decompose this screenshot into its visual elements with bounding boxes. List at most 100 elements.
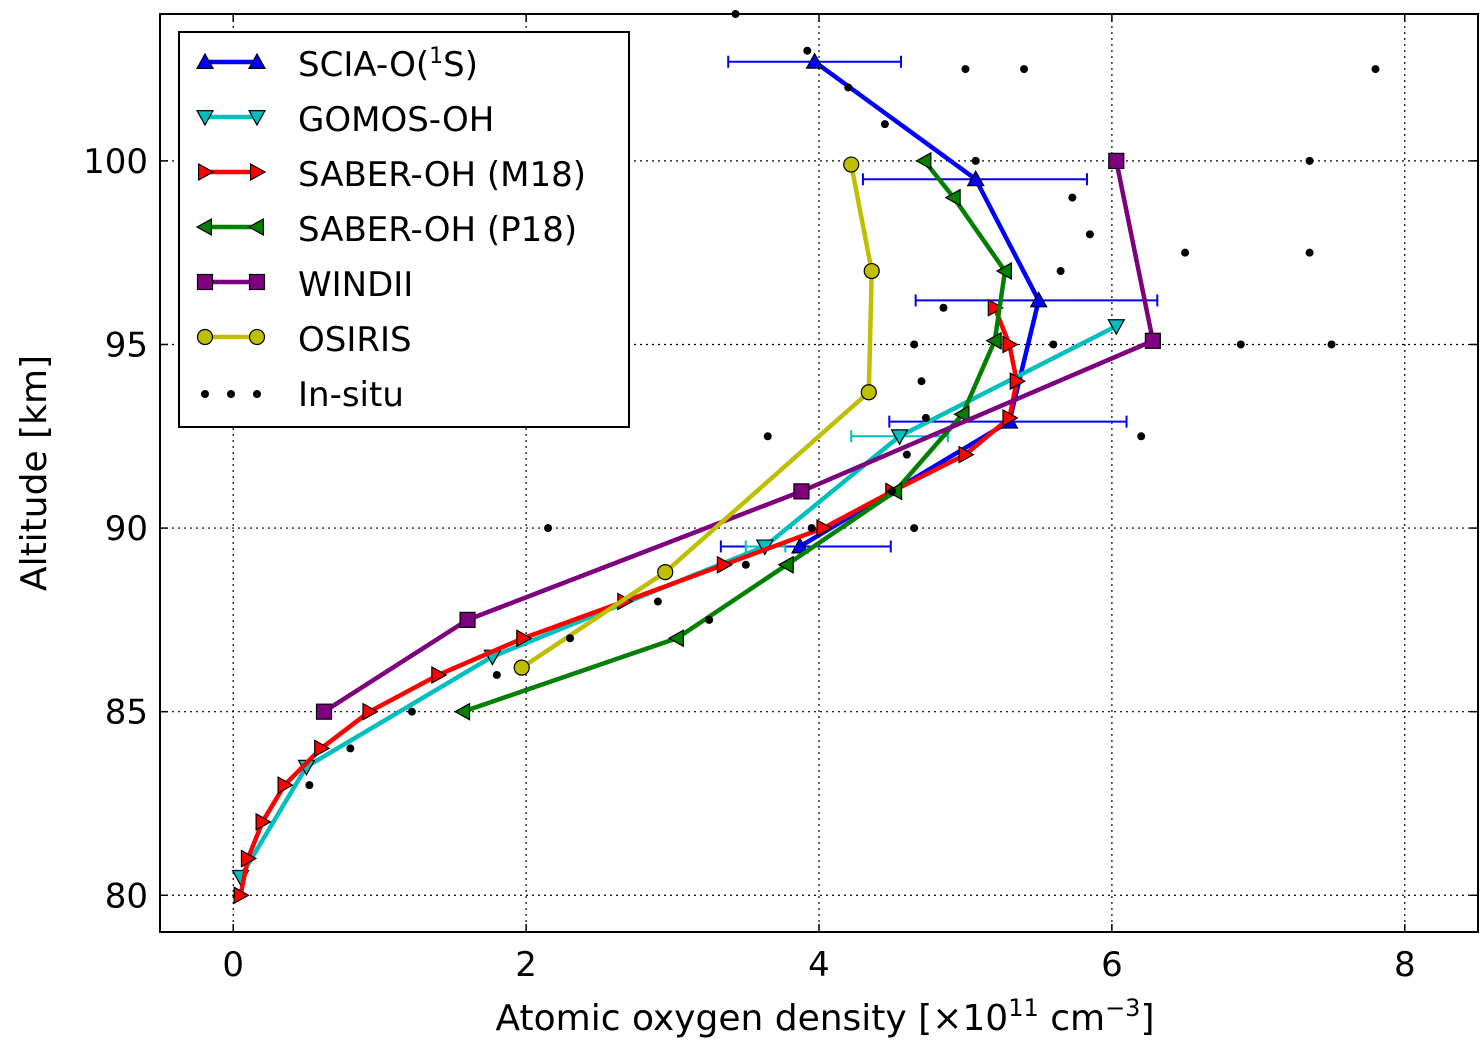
data-point [953, 405, 970, 424]
data-point [1002, 408, 1019, 427]
data-point [1029, 291, 1048, 308]
y-tick-label: 95 [105, 325, 148, 365]
data-point [966, 170, 985, 187]
legend-marker [196, 273, 214, 291]
data-point [492, 670, 501, 679]
data-point [407, 707, 416, 716]
series-windii [315, 152, 1161, 720]
data-point [910, 524, 919, 533]
data-point [657, 564, 674, 581]
legend-label: SCIA-O(1S) [298, 44, 478, 85]
data-point [1236, 340, 1245, 349]
x-axis-label: Atomic oxygen density [×1011 cm−3] [496, 994, 1155, 1039]
data-point [1108, 152, 1125, 169]
x-tick-label: 4 [808, 945, 830, 985]
data-point [544, 524, 553, 533]
data-point [790, 537, 809, 554]
data-point [314, 739, 331, 758]
data-point [1327, 340, 1336, 349]
legend-label: OSIRIS [298, 320, 412, 360]
data-point [1137, 432, 1146, 441]
data-point [513, 659, 530, 676]
data-point [805, 52, 824, 69]
y-tick-label: 100 [83, 142, 148, 182]
data-point [971, 156, 980, 165]
data-point [277, 776, 294, 795]
tick-layer: 0 2 4 6 8 80 85 90 95 100 [83, 14, 1478, 985]
data-point [958, 445, 975, 464]
data-point [1107, 319, 1126, 336]
data-point [803, 46, 812, 55]
y-axis-label: Altitude [km] [14, 355, 55, 591]
data-point [921, 413, 930, 422]
y-tick-label: 80 [105, 876, 148, 916]
legend-marker [201, 390, 209, 398]
legend-marker [248, 273, 266, 291]
data-point [346, 744, 355, 753]
data-point [939, 303, 948, 312]
data-point [1049, 340, 1058, 349]
x-tick-label: 0 [222, 945, 244, 985]
x-tick-label: 6 [1101, 945, 1123, 985]
legend-label: GOMOS-OH [298, 100, 494, 140]
data-point [1068, 193, 1077, 202]
series-in-situ [305, 10, 1380, 790]
data-point [716, 555, 734, 574]
series-layer [231, 10, 1380, 905]
series-osiris [513, 156, 880, 676]
data-point [705, 615, 714, 624]
data-point [1085, 230, 1094, 239]
data-point [1181, 248, 1190, 257]
data-point [915, 151, 932, 170]
data-point [1002, 335, 1019, 354]
data-point [667, 629, 684, 648]
data-point [431, 665, 448, 684]
data-point [880, 120, 889, 129]
data-point [516, 629, 533, 648]
data-point [777, 555, 794, 574]
data-point [459, 611, 476, 628]
data-point [255, 812, 272, 831]
data-point [902, 450, 911, 459]
data-point [1144, 332, 1161, 349]
legend-label: SABER-OH (P18) [298, 210, 577, 250]
data-point [910, 340, 919, 349]
data-point [888, 487, 897, 496]
data-point [987, 298, 1004, 317]
data-point [1305, 248, 1314, 257]
data-point [860, 384, 877, 401]
legend-label: In-situ [298, 375, 404, 415]
data-point [890, 429, 909, 446]
data-point [1305, 156, 1314, 165]
legend-marker [247, 109, 267, 127]
legend-marker [247, 52, 267, 70]
data-point [1371, 65, 1380, 74]
data-point [1009, 372, 1026, 391]
legend-entries [195, 52, 267, 398]
legend-marker [198, 162, 215, 182]
data-point [807, 524, 816, 533]
legend-marker [195, 52, 215, 70]
data-point [995, 262, 1012, 281]
x-tick-label: 2 [515, 945, 537, 985]
data-point [944, 188, 961, 207]
data-point [844, 83, 853, 92]
data-point [233, 886, 250, 905]
legend-marker [196, 328, 214, 346]
y-tick-label: 90 [105, 509, 148, 549]
series-saber-oh-p18 [453, 151, 1012, 721]
data-point [566, 634, 575, 643]
data-point [863, 262, 880, 280]
legend-marker [195, 109, 215, 127]
data-point [453, 702, 471, 721]
legend-marker [247, 217, 264, 237]
legend-marker [195, 217, 212, 237]
data-point [1056, 267, 1065, 276]
series-line [798, 59, 1041, 549]
data-point [741, 560, 750, 569]
data-point [793, 483, 810, 500]
data-point [240, 849, 258, 868]
data-point [315, 703, 333, 720]
